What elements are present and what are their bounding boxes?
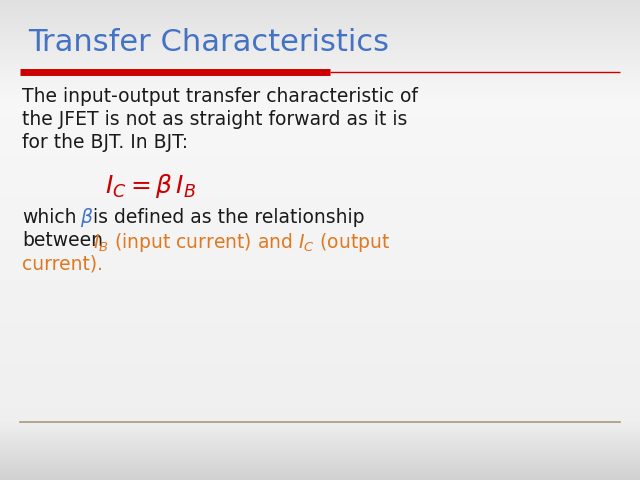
Text: the JFET is not as straight forward as it is: the JFET is not as straight forward as i… [22,110,408,129]
Text: between: between [22,231,103,250]
Text: current).: current). [22,254,103,273]
Text: The input-output transfer characteristic of: The input-output transfer characteristic… [22,87,418,106]
Text: for the BJT. In BJT:: for the BJT. In BJT: [22,133,188,152]
Text: Transfer Characteristics: Transfer Characteristics [28,28,389,57]
Text: which: which [22,208,77,227]
Text: is defined as the relationship: is defined as the relationship [93,208,365,227]
Text: β: β [80,208,92,227]
Text: $\mathit{I_C}{=}\mathit{\beta}\,\mathit{I_B}$: $\mathit{I_C}{=}\mathit{\beta}\,\mathit{… [105,172,196,200]
Text: $\mathit{I_B}$ (input current) and $\mathit{I_C}$ (output: $\mathit{I_B}$ (input current) and $\mat… [93,231,390,254]
